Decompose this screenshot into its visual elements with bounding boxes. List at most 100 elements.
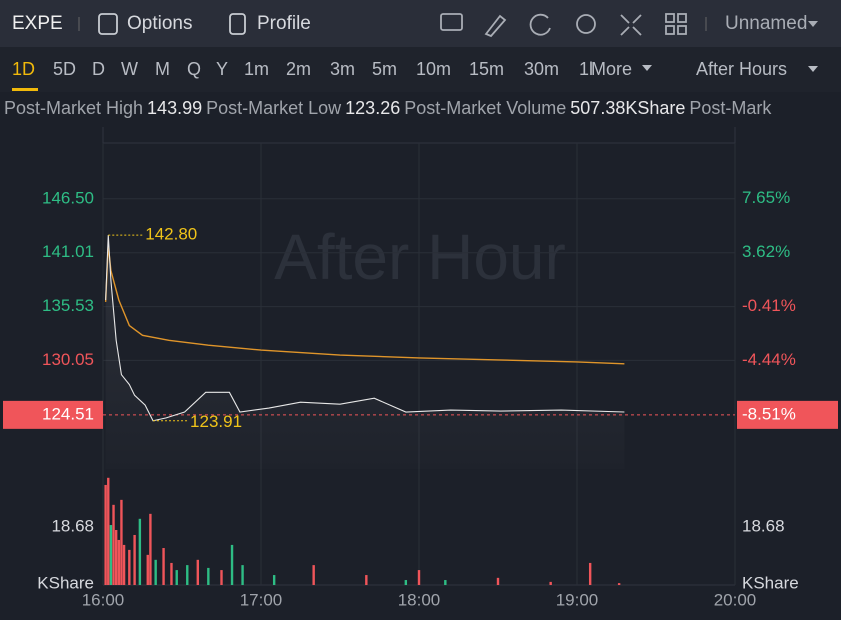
dropdown-arrow[interactable]	[808, 21, 818, 27]
volume-bar	[186, 565, 189, 585]
volume-bar	[207, 567, 210, 585]
volume-unit: KShare	[742, 573, 799, 592]
timeframe-bar: 1D 5D D W M Q Y 1m 2m 3m 5m 10m 15m 30m 1l More After Ho…	[0, 47, 841, 92]
stat-label: Post-Market Low	[206, 98, 342, 118]
x-tick-label: 20:00	[714, 590, 757, 609]
change-label: -8.51%	[742, 404, 796, 423]
low-marker-label: 123.91	[190, 412, 242, 431]
fullscreen-icon[interactable]	[620, 14, 642, 36]
change-box	[737, 400, 838, 429]
x-tick-label: 19:00	[556, 590, 599, 609]
indicator-icon[interactable]	[440, 13, 463, 31]
stat-label: Post-Market High	[4, 98, 144, 118]
y2-tick-label: -4.44%	[742, 350, 796, 369]
y2-tick-label: -0.41%	[742, 296, 796, 315]
layout-icon	[665, 25, 675, 35]
timeframe[interactable]: 1D	[12, 59, 36, 79]
volume-bar	[175, 570, 178, 585]
volume-bar	[133, 534, 136, 585]
refresh-icon[interactable]	[529, 13, 551, 36]
volume-bar	[114, 530, 118, 585]
watermark: After Hour	[274, 221, 566, 293]
timeframe[interactable]: Q	[187, 59, 202, 79]
timeframe[interactable]: D	[92, 59, 105, 79]
timeframe[interactable]: 30m	[524, 59, 560, 79]
settings-icon[interactable]	[576, 14, 596, 34]
last-price-box	[3, 400, 103, 429]
volume-bar	[496, 577, 500, 585]
x-tick-label: 17:00	[240, 590, 283, 609]
y-tick-label: 135.53	[42, 296, 94, 315]
volume-bar	[241, 565, 244, 585]
layout-name[interactable]: Unnamed	[725, 13, 808, 34]
volume-bar	[104, 484, 107, 585]
timeframe[interactable]: Y	[216, 59, 229, 79]
timeframe[interactable]: 1l	[579, 59, 594, 79]
layout-icon	[677, 13, 687, 23]
volume-bar	[588, 562, 592, 585]
profile-icon[interactable]	[229, 13, 246, 35]
timeframe[interactable]: 15m	[469, 59, 505, 79]
volume-bar	[404, 580, 408, 585]
layout-icon	[677, 25, 687, 35]
volume-bar	[417, 570, 421, 585]
last-price-label: 124.51	[42, 404, 94, 423]
volume-bar	[549, 581, 552, 585]
draw-icon[interactable]	[484, 14, 507, 38]
session-arrow[interactable]	[808, 66, 818, 72]
timeframe[interactable]: 5D	[53, 59, 77, 79]
volume-bar	[146, 554, 149, 585]
timeframe[interactable]: 2m	[286, 59, 312, 79]
toolbar-icons	[78, 13, 818, 38]
volume-bar	[149, 513, 152, 585]
y2-tick-label: 3.62%	[742, 242, 790, 261]
volume-bar	[107, 477, 110, 585]
stat-value: 143.99	[147, 98, 203, 118]
more-arrow[interactable]	[642, 65, 652, 71]
session[interactable]: After Hours	[696, 59, 788, 79]
timeframe[interactable]: 10m	[416, 59, 452, 79]
volume-bar	[162, 548, 165, 585]
timeframe[interactable]: More	[591, 59, 633, 79]
stat-value: 507.38KShare	[570, 98, 686, 118]
volume-bar	[112, 504, 115, 585]
volume-bar	[109, 525, 113, 585]
price-line	[105, 235, 625, 422]
x-tick-label: 16:00	[82, 590, 125, 609]
volume-bar	[365, 575, 368, 585]
stat-value: 123.26	[345, 98, 401, 118]
volume-bar	[272, 575, 276, 585]
layout-icon[interactable]	[665, 13, 675, 23]
volume-unit: KShare	[37, 573, 94, 592]
volume-bar	[312, 565, 315, 585]
stats-row: Post-Market High 143.99 Post-Market Low 123…	[4, 98, 841, 119]
y2-tick-label: 7.65%	[742, 188, 790, 207]
y-tick-label: 146.50	[42, 188, 94, 207]
volume-bar	[617, 583, 621, 585]
volume-bar	[154, 559, 157, 585]
price-area	[105, 235, 625, 469]
profile-button[interactable]: Profile	[257, 13, 311, 34]
symbol[interactable]: EXPE	[12, 13, 63, 34]
volume-bar	[170, 562, 173, 585]
y-tick-label: 141.01	[42, 242, 94, 261]
volume-bar	[220, 570, 223, 585]
volume-bar	[120, 499, 123, 585]
timeframe[interactable]: 1m	[244, 59, 270, 79]
options-icon[interactable]	[98, 13, 118, 35]
stat-label: Post-Market Volume	[404, 98, 567, 118]
volume-bar	[444, 580, 447, 585]
toolbar: EXPE Options Profile Unnamed	[0, 0, 841, 47]
timeframe[interactable]: W	[121, 59, 138, 79]
high-marker-label: 142.80	[145, 225, 197, 244]
timeframe[interactable]: 5m	[372, 59, 398, 79]
volume-tick-label: 18.68	[51, 516, 94, 535]
timeframe[interactable]: M	[155, 59, 170, 79]
options-button[interactable]: Options	[127, 13, 193, 34]
volume-bar	[138, 518, 142, 585]
timeframe[interactable]: 3m	[330, 59, 356, 79]
average-line	[104, 244, 625, 365]
volume-bar	[122, 544, 126, 585]
volume-bar	[230, 544, 234, 585]
